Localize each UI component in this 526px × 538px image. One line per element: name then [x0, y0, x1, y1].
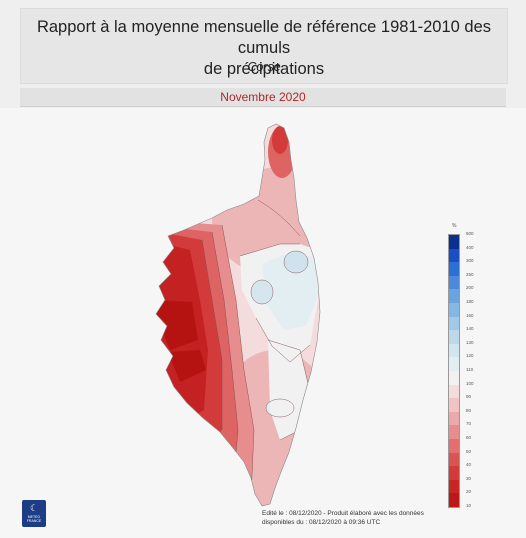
legend-color-segment — [449, 398, 459, 412]
legend-tick-label: 120 — [466, 353, 474, 359]
region-label: Corse — [247, 60, 281, 74]
legend-color-segment — [449, 466, 459, 480]
footer-text: Edité le : 08/12/2020 - Produit élaboré … — [262, 509, 482, 527]
legend-tick-label: 40 — [466, 462, 472, 468]
coastline — [155, 123, 321, 507]
legend-color-segment — [449, 235, 459, 249]
legend-color-segment — [449, 343, 459, 358]
legend-tick-label: 200 — [466, 285, 474, 291]
legend-tick-label: 500 — [466, 231, 474, 236]
map-title: Rapport à la moyenne mensuelle de référe… — [21, 17, 507, 80]
legend-color-segment — [449, 330, 459, 344]
legend-colorbar — [448, 234, 460, 508]
period-bar: Novembre 2020 — [20, 88, 506, 107]
legend-color-segment — [449, 438, 459, 453]
legend-color-segment — [449, 248, 459, 263]
legend-tick-label: 90 — [466, 394, 472, 400]
logo-mark-icon: ☾ — [29, 503, 39, 513]
legend-color-segment — [449, 275, 459, 290]
title-line-1: Rapport à la moyenne mensuelle de référe… — [36, 18, 492, 57]
legend-scale: % 500 400 300 250 200 180 160 140 130 120 110 100 90… — [440, 223, 490, 515]
legend-tick-label: 80 — [466, 407, 472, 413]
period-label: Novembre 2020 — [220, 90, 306, 104]
legend-tick-label: 100 — [466, 380, 474, 386]
legend-tick-label: 110 — [466, 367, 474, 372]
legend-unit: % — [452, 223, 457, 229]
legend-color-segment — [449, 479, 459, 494]
header-panel: Rapport à la moyenne mensuelle de référe… — [20, 8, 508, 84]
rainfall-ratio-field — [156, 124, 320, 506]
legend-color-segment — [449, 262, 459, 276]
legend-color-segment — [449, 493, 459, 507]
legend-tick-label: 130 — [466, 339, 474, 345]
legend-tick-label: 250 — [466, 271, 474, 277]
legend-color-segment — [449, 425, 459, 439]
legend-tick-label: 180 — [466, 299, 474, 304]
legend-tick-label: 300 — [466, 258, 474, 264]
legend-tick-label: 60 — [466, 435, 472, 440]
legend-color-segment — [449, 452, 459, 467]
map-area — [0, 108, 526, 538]
legend-tick-label: 140 — [466, 326, 474, 332]
legend-color-segment — [449, 411, 459, 426]
meteo-france-logo: ☾ METEO FRANCE — [22, 500, 46, 527]
footer-line-2: disponibles du : 08/12/2020 à 09:36 UTC — [262, 519, 381, 526]
title-line-2: de précipitations — [203, 60, 325, 78]
legend-tick-label: 50 — [466, 448, 472, 454]
footer-line-1: Edité le : 08/12/2020 - Produit élaboré … — [262, 510, 424, 517]
legend-tick-label: 30 — [466, 475, 472, 481]
legend-color-segment — [449, 384, 459, 399]
corsica-map — [155, 123, 321, 507]
legend-color-segment — [449, 316, 459, 331]
legend-color-segment — [449, 357, 459, 371]
legend-tick-label: 400 — [466, 244, 474, 250]
legend-tick-label: 70 — [466, 421, 472, 427]
legend-color-segment — [449, 289, 459, 303]
legend-tick-label: 10 — [466, 503, 472, 508]
legend-tick-label: 20 — [466, 489, 472, 495]
legend-color-segment — [449, 302, 459, 317]
legend-tick-label: 160 — [466, 312, 474, 318]
legend-color-segment — [449, 370, 459, 385]
